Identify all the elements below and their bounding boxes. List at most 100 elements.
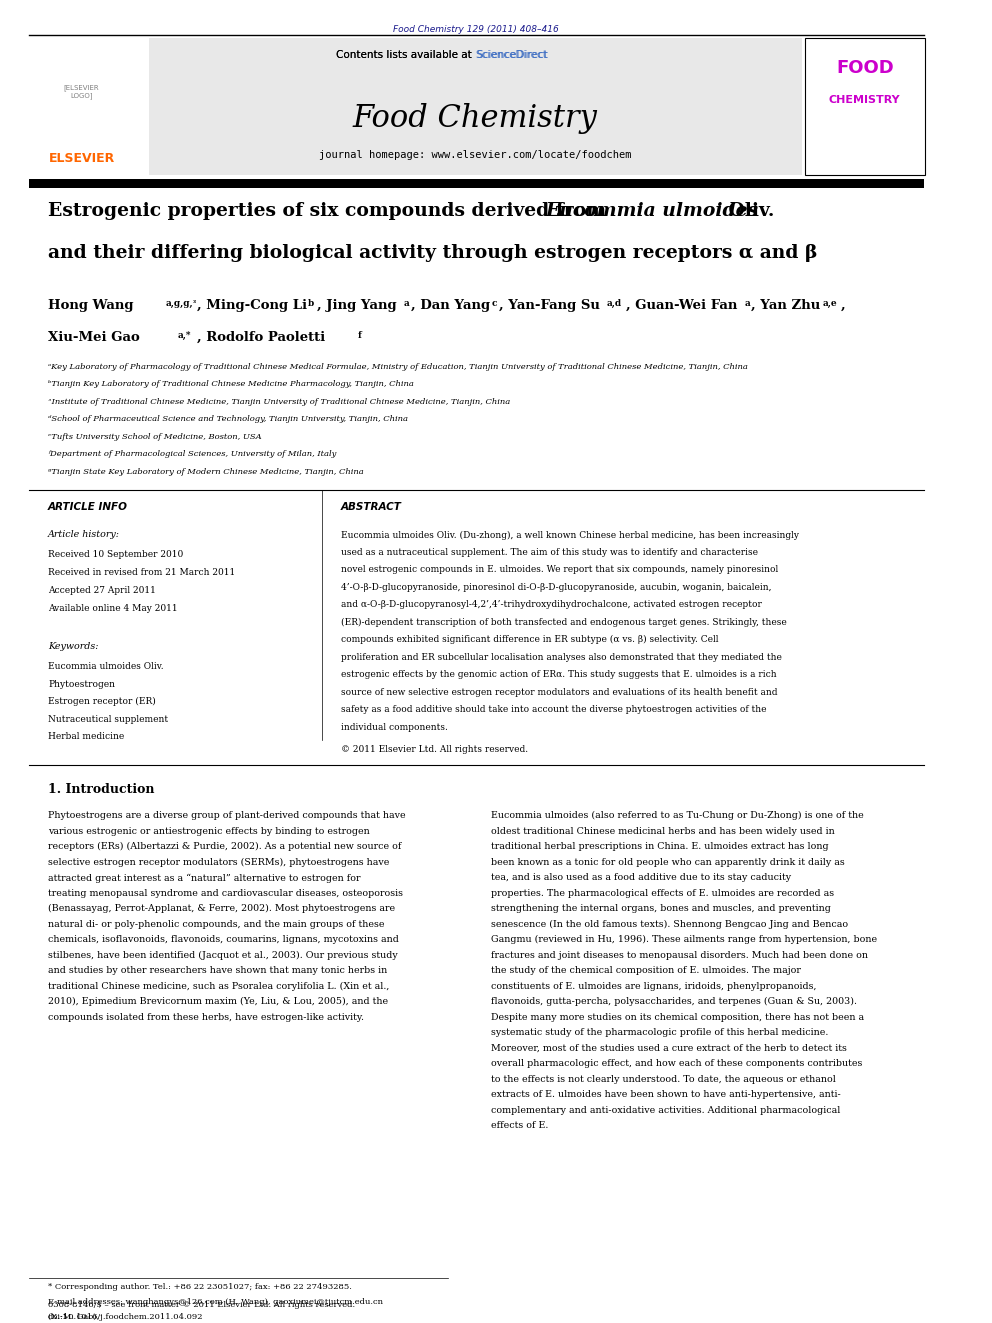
- Text: used as a nutraceutical supplement. The aim of this study was to identify and ch: used as a nutraceutical supplement. The …: [341, 548, 758, 557]
- Text: ELSEVIER: ELSEVIER: [49, 152, 115, 165]
- Text: b: b: [308, 299, 313, 308]
- Text: a: a: [744, 299, 750, 308]
- Text: Available online 4 May 2011: Available online 4 May 2011: [48, 605, 178, 614]
- Text: Eucommia ulmoides (also referred to as Tu-Chung or Du-Zhong) is one of the: Eucommia ulmoides (also referred to as T…: [491, 811, 863, 820]
- Bar: [149, 38, 802, 175]
- Text: strengthening the internal organs, bones and muscles, and preventing: strengthening the internal organs, bones…: [491, 905, 830, 913]
- Text: © 2011 Elsevier Ltd. All rights reserved.: © 2011 Elsevier Ltd. All rights reserved…: [341, 745, 528, 754]
- Text: , Ming-Cong Li: , Ming-Cong Li: [196, 299, 307, 312]
- Text: ABSTRACT: ABSTRACT: [341, 503, 402, 512]
- Text: Hong Wang: Hong Wang: [48, 299, 134, 312]
- Text: a,e: a,e: [823, 299, 837, 308]
- Text: Article history:: Article history:: [48, 531, 120, 540]
- Text: (Benassayag, Perrot-Applanat, & Ferre, 2002). Most phytoestrogens are: (Benassayag, Perrot-Applanat, & Ferre, 2…: [48, 905, 395, 913]
- Text: , Yan Zhu: , Yan Zhu: [751, 299, 820, 312]
- Text: oldest traditional Chinese medicinal herbs and has been widely used in: oldest traditional Chinese medicinal her…: [491, 827, 834, 836]
- Text: compounds isolated from these herbs, have estrogen-like activity.: compounds isolated from these herbs, hav…: [48, 1013, 364, 1021]
- Text: natural di- or poly-phenolic compounds, and the main groups of these: natural di- or poly-phenolic compounds, …: [48, 919, 385, 929]
- Text: flavonoids, gutta-percha, polysaccharides, and terpenes (Guan & Su, 2003).: flavonoids, gutta-percha, polysaccharide…: [491, 998, 857, 1007]
- Text: Accepted 27 April 2011: Accepted 27 April 2011: [48, 586, 156, 595]
- Text: various estrogenic or antiestrogenic effects by binding to estrogen: various estrogenic or antiestrogenic eff…: [48, 827, 370, 836]
- Text: traditional Chinese medicine, such as Psoralea corylifolia L. (Xin et al.,: traditional Chinese medicine, such as Ps…: [48, 982, 390, 991]
- Text: individual components.: individual components.: [341, 722, 447, 732]
- Text: E-mail addresses: wanghangys@126.com (H. Wang), gaoxiumei@tjutcm.edu.cn: E-mail addresses: wanghangys@126.com (H.…: [48, 1298, 383, 1306]
- Text: (X.-M. Gao).: (X.-M. Gao).: [48, 1312, 99, 1320]
- Text: c: c: [492, 299, 497, 308]
- Text: novel estrogenic compounds in E. ulmoides. We report that six compounds, namely : novel estrogenic compounds in E. ulmoide…: [341, 565, 778, 574]
- Text: chemicals, isoflavonoids, flavonoids, coumarins, lignans, mycotoxins and: chemicals, isoflavonoids, flavonoids, co…: [48, 935, 399, 945]
- Text: source of new selective estrogen receptor modulators and evaluations of its heal: source of new selective estrogen recepto…: [341, 688, 778, 697]
- Text: , Rodolfo Paoletti: , Rodolfo Paoletti: [196, 331, 325, 344]
- Text: fractures and joint diseases to menopausal disorders. Much had been done on: fractures and joint diseases to menopaus…: [491, 951, 868, 959]
- Text: treating menopausal syndrome and cardiovascular diseases, osteoporosis: treating menopausal syndrome and cardiov…: [48, 889, 403, 898]
- Text: ScienceDirect: ScienceDirect: [475, 50, 548, 60]
- Text: and their differing biological activity through estrogen receptors α and β: and their differing biological activity …: [48, 243, 817, 262]
- Text: a,*: a,*: [178, 331, 191, 340]
- Text: systematic study of the pharmacologic profile of this herbal medicine.: systematic study of the pharmacologic pr…: [491, 1028, 828, 1037]
- Text: doi:10.1016/j.foodchem.2011.04.092: doi:10.1016/j.foodchem.2011.04.092: [48, 1312, 203, 1320]
- Text: estrogenic effects by the genomic action of ERα. This study suggests that E. ulm: estrogenic effects by the genomic action…: [341, 671, 777, 679]
- Text: , Guan-Wei Fan: , Guan-Wei Fan: [626, 299, 737, 312]
- Text: , Jing Yang: , Jing Yang: [316, 299, 397, 312]
- Text: Contents lists available at: Contents lists available at: [336, 50, 475, 60]
- Text: and studies by other researchers have shown that many tonic herbs in: and studies by other researchers have sh…: [48, 966, 387, 975]
- Text: Xiu-Mei Gao: Xiu-Mei Gao: [48, 331, 140, 344]
- Text: CHEMISTRY: CHEMISTRY: [829, 95, 901, 105]
- Text: journal homepage: www.elsevier.com/locate/foodchem: journal homepage: www.elsevier.com/locat…: [319, 149, 632, 160]
- Text: Received in revised from 21 March 2011: Received in revised from 21 March 2011: [48, 569, 235, 577]
- Text: the study of the chemical composition of E. ulmoides. The major: the study of the chemical composition of…: [491, 966, 801, 975]
- Bar: [29, 179, 924, 188]
- Text: Keywords:: Keywords:: [48, 643, 98, 651]
- Text: overall pharmacologic effect, and how each of these components contributes: overall pharmacologic effect, and how ea…: [491, 1060, 862, 1068]
- Text: Estrogen receptor (ER): Estrogen receptor (ER): [48, 697, 156, 706]
- Text: f: f: [357, 331, 361, 340]
- Text: FOOD: FOOD: [836, 60, 894, 77]
- Text: selective estrogen receptor modulators (SERMs), phytoestrogens have: selective estrogen receptor modulators (…: [48, 857, 390, 867]
- Text: senescence (In the old famous texts). Shennong Bengcao Jing and Bencao: senescence (In the old famous texts). Sh…: [491, 919, 848, 929]
- Text: been known as a tonic for old people who can apparently drink it daily as: been known as a tonic for old people who…: [491, 857, 844, 867]
- Text: and α-O-β-D-glucopyranosyl-4,2’,4’-trihydroxydihydrochalcone, activated estrogen: and α-O-β-D-glucopyranosyl-4,2’,4’-trihy…: [341, 601, 762, 610]
- Text: Oliv.: Oliv.: [722, 202, 775, 220]
- Text: constituents of E. ulmoides are lignans, iridoids, phenylpropanoids,: constituents of E. ulmoides are lignans,…: [491, 982, 816, 991]
- Text: Contents lists available at: Contents lists available at: [336, 50, 475, 60]
- Text: Food Chemistry 129 (2011) 408–416: Food Chemistry 129 (2011) 408–416: [394, 25, 559, 34]
- Text: attracted great interest as a “natural” alternative to estrogen for: attracted great interest as a “natural” …: [48, 873, 360, 882]
- Text: Phytoestrogens are a diverse group of plant-derived compounds that have: Phytoestrogens are a diverse group of pl…: [48, 811, 406, 820]
- Text: Estrogenic properties of six compounds derived from: Estrogenic properties of six compounds d…: [48, 202, 612, 220]
- Text: safety as a food additive should take into account the diverse phytoestrogen act: safety as a food additive should take in…: [341, 705, 767, 714]
- Text: effects of E.: effects of E.: [491, 1122, 549, 1130]
- Text: Herbal medicine: Herbal medicine: [48, 733, 124, 741]
- Text: ,: ,: [840, 299, 845, 312]
- Text: Received 10 September 2010: Received 10 September 2010: [48, 550, 184, 560]
- Text: ᵇTianjin Key Laboratory of Traditional Chinese Medicine Pharmacology, Tianjin, C: ᵇTianjin Key Laboratory of Traditional C…: [48, 381, 414, 389]
- Text: ᵍTianjin State Key Laboratory of Modern Chinese Medicine, Tianjin, China: ᵍTianjin State Key Laboratory of Modern …: [48, 468, 364, 476]
- Text: tea, and is also used as a food additive due to its stay caducity: tea, and is also used as a food additive…: [491, 873, 791, 882]
- Text: Gangmu (reviewed in Hu, 1996). These ailments range from hypertension, bone: Gangmu (reviewed in Hu, 1996). These ail…: [491, 935, 877, 945]
- Text: ᵉTufts University School of Medicine, Boston, USA: ᵉTufts University School of Medicine, Bo…: [48, 433, 262, 441]
- Bar: [805, 38, 925, 175]
- Text: 0308-8146/$ – see front matter © 2011 Elsevier Ltd. All rights reserved.: 0308-8146/$ – see front matter © 2011 El…: [48, 1301, 355, 1308]
- Text: Nutraceutical supplement: Nutraceutical supplement: [48, 714, 168, 724]
- Text: ARTICLE INFO: ARTICLE INFO: [48, 503, 128, 512]
- Text: , Dan Yang: , Dan Yang: [411, 299, 490, 312]
- Text: * Corresponding author. Tel.: +86 22 23051027; fax: +86 22 27493285.: * Corresponding author. Tel.: +86 22 230…: [48, 1283, 352, 1291]
- Text: a: a: [404, 299, 409, 308]
- Text: , Yan-Fang Su: , Yan-Fang Su: [499, 299, 600, 312]
- Text: ᶠDepartment of Pharmacological Sciences, University of Milan, Italy: ᶠDepartment of Pharmacological Sciences,…: [48, 450, 336, 458]
- Text: ScienceDirect: ScienceDirect: [476, 50, 549, 60]
- Text: 4’-O-β-D-glucopyranoside, pinoresinol di-O-β-D-glucopyranoside, aucubin, woganin: 4’-O-β-D-glucopyranoside, pinoresinol di…: [341, 583, 772, 591]
- Text: a,g,g,ᶟ: a,g,g,ᶟ: [166, 299, 196, 308]
- Text: ᵃKey Laboratory of Pharmacology of Traditional Chinese Medical Formulae, Ministr: ᵃKey Laboratory of Pharmacology of Tradi…: [48, 363, 748, 370]
- Text: ᵈSchool of Pharmaceutical Science and Technology, Tianjin University, Tianjin, C: ᵈSchool of Pharmaceutical Science and Te…: [48, 415, 408, 423]
- Text: properties. The pharmacological effects of E. ulmoides are recorded as: properties. The pharmacological effects …: [491, 889, 834, 898]
- Text: 2010), Epimedium Brevicornum maxim (Ye, Liu, & Lou, 2005), and the: 2010), Epimedium Brevicornum maxim (Ye, …: [48, 998, 388, 1007]
- Text: Despite many more studies on its chemical composition, there has not been a: Despite many more studies on its chemica…: [491, 1013, 864, 1021]
- Text: a,d: a,d: [607, 299, 622, 308]
- Text: extracts of E. ulmoides have been shown to have anti-hypertensive, anti-: extracts of E. ulmoides have been shown …: [491, 1090, 840, 1099]
- Text: (ER)-dependent transcription of both transfected and endogenous target genes. St: (ER)-dependent transcription of both tra…: [341, 618, 787, 627]
- Text: receptors (ERs) (Albertazzi & Purdie, 2002). As a potential new source of: receptors (ERs) (Albertazzi & Purdie, 20…: [48, 843, 402, 852]
- Text: traditional herbal prescriptions in China. E. ulmoides extract has long: traditional herbal prescriptions in Chin…: [491, 843, 828, 851]
- Text: proliferation and ER subcellular localisation analyses also demonstrated that th: proliferation and ER subcellular localis…: [341, 652, 782, 662]
- Text: 1. Introduction: 1. Introduction: [48, 783, 155, 796]
- Text: Phytoestrogen: Phytoestrogen: [48, 680, 115, 689]
